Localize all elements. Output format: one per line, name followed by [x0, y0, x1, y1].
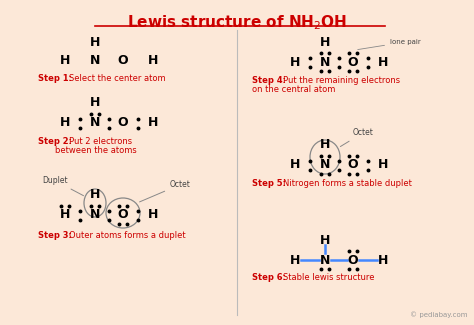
- Text: N: N: [90, 116, 100, 129]
- Text: H: H: [90, 35, 100, 48]
- Text: N: N: [320, 56, 330, 69]
- Text: between the atoms: between the atoms: [55, 146, 137, 155]
- Text: O: O: [348, 254, 358, 266]
- Text: Duplet: Duplet: [42, 176, 83, 196]
- Text: Step 4:: Step 4:: [252, 76, 286, 85]
- Text: O: O: [118, 209, 128, 222]
- Text: Step 5:: Step 5:: [252, 179, 286, 188]
- Text: H: H: [90, 97, 100, 110]
- Text: O: O: [118, 54, 128, 67]
- Text: H: H: [148, 209, 158, 222]
- Text: © pediabay.com: © pediabay.com: [410, 311, 468, 318]
- Text: Put 2 electrons: Put 2 electrons: [69, 137, 132, 146]
- Text: Octet: Octet: [139, 180, 191, 202]
- Text: H: H: [378, 159, 388, 172]
- Text: H: H: [290, 56, 300, 69]
- Text: Outer atoms forms a duplet: Outer atoms forms a duplet: [69, 231, 186, 240]
- Text: H: H: [320, 138, 330, 151]
- Text: Nitrogen forms a stable duplet: Nitrogen forms a stable duplet: [283, 179, 412, 188]
- Text: N: N: [320, 159, 330, 172]
- Text: H: H: [320, 233, 330, 246]
- Text: lone pair: lone pair: [358, 39, 421, 50]
- Text: H: H: [148, 116, 158, 129]
- Text: H: H: [320, 35, 330, 48]
- Text: N: N: [320, 254, 330, 266]
- Text: Step 1:: Step 1:: [38, 74, 72, 83]
- Text: O: O: [348, 56, 358, 69]
- Text: N: N: [90, 54, 100, 67]
- Text: Select the center atom: Select the center atom: [69, 74, 165, 83]
- Text: H: H: [378, 56, 388, 69]
- Text: O: O: [118, 116, 128, 129]
- Text: H: H: [60, 116, 70, 129]
- Text: O: O: [348, 159, 358, 172]
- Text: on the central atom: on the central atom: [252, 85, 336, 94]
- Text: Lewis structure of NH$_2$OH: Lewis structure of NH$_2$OH: [127, 13, 347, 32]
- Text: Step 3:: Step 3:: [38, 231, 72, 240]
- Text: H: H: [148, 54, 158, 67]
- Text: Octet: Octet: [340, 128, 374, 147]
- Text: N: N: [90, 209, 100, 222]
- Text: H: H: [378, 254, 388, 266]
- Text: H: H: [60, 209, 70, 222]
- Text: H: H: [290, 159, 300, 172]
- Text: H: H: [90, 188, 100, 202]
- Text: H: H: [60, 54, 70, 67]
- Text: H: H: [290, 254, 300, 266]
- Text: Put the remaining electrons: Put the remaining electrons: [283, 76, 400, 85]
- Text: Step 2:: Step 2:: [38, 137, 72, 146]
- Text: Stable lewis structure: Stable lewis structure: [283, 273, 374, 282]
- Text: Step 6:: Step 6:: [252, 273, 286, 282]
